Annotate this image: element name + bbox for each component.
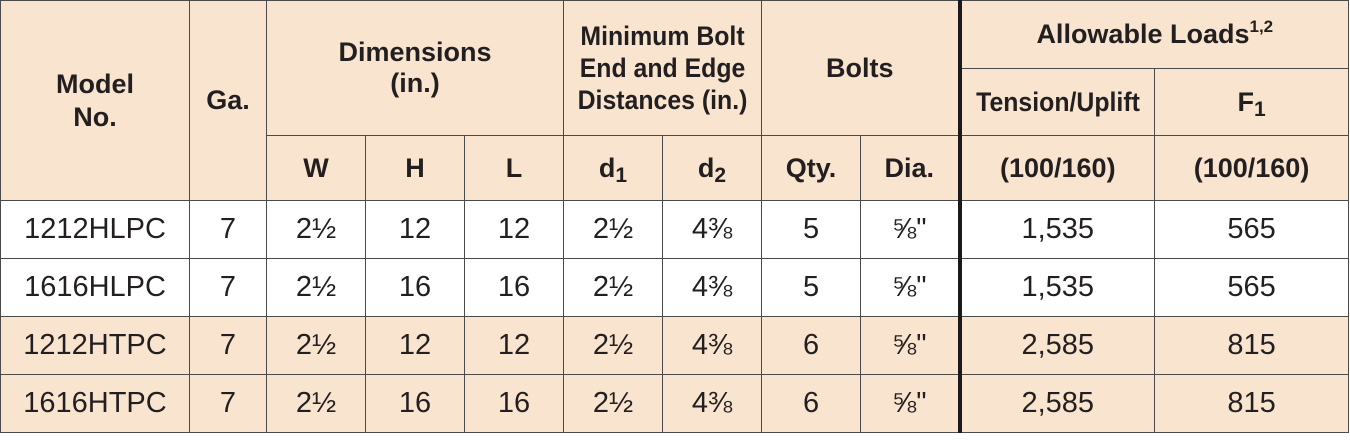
table-row: 1616HLPC 7 2½ 16 16 2½ 4⅜ 5 ⅝" 1,535 565 xyxy=(0,258,1350,317)
header-dimensions: Dimensions (in.) xyxy=(265,0,565,136)
cell-f1: 815 xyxy=(1154,374,1350,433)
cell-d2: 4⅜ xyxy=(662,200,763,259)
table-row: 1616HTPC 7 2½ 16 16 2½ 4⅜ 6 ⅝" 2,585 815 xyxy=(0,374,1350,433)
header-bolts: Bolts xyxy=(761,0,961,136)
header-dimensions-label: Dimensions (in.) xyxy=(338,37,492,98)
cell-qty: 6 xyxy=(761,374,862,433)
cell-w: 2½ xyxy=(266,374,366,433)
header-f1-duration: (100/160) xyxy=(1154,135,1350,201)
cell-l: 16 xyxy=(463,374,565,433)
header-f1-base: F xyxy=(1237,86,1254,117)
header-l: L xyxy=(463,135,565,201)
cell-ga: 7 xyxy=(189,200,267,259)
cell-d2: 4⅜ xyxy=(662,316,763,375)
cell-d1: 2½ xyxy=(563,200,664,259)
cell-f1: 565 xyxy=(1154,258,1350,317)
cell-d1: 2½ xyxy=(563,258,664,317)
header-d2-base: d xyxy=(697,152,715,183)
cell-f1: 815 xyxy=(1154,316,1350,375)
header-min-bolt-label: Minimum Bolt End and Edge Distances (in.… xyxy=(577,21,748,115)
cell-w: 2½ xyxy=(266,258,366,317)
header-allowable-loads: Allowable Loads1,2 xyxy=(957,0,1350,69)
header-qty: Qty. xyxy=(761,135,862,201)
cell-h: 16 xyxy=(365,258,465,317)
cell-h: 12 xyxy=(365,316,465,375)
header-dia: Dia. xyxy=(860,135,961,201)
cell-ga: 7 xyxy=(189,258,267,317)
table-row: 1212HTPC 7 2½ 12 12 2½ 4⅜ 6 ⅝" 2,585 815 xyxy=(0,316,1350,375)
cell-model: 1212HLPC xyxy=(0,200,190,259)
cell-d2: 4⅜ xyxy=(662,374,763,433)
cell-h: 16 xyxy=(365,374,465,433)
header-tension-uplift-label: Tension/Uplift xyxy=(975,86,1140,117)
cell-model: 1616HTPC xyxy=(0,374,190,433)
cell-d2: 4⅜ xyxy=(662,258,763,317)
cell-d1: 2½ xyxy=(563,316,664,375)
allowable-loads-table: Model No. Ga. Dimensions (in.) Minimum B… xyxy=(0,0,1350,433)
cell-h: 12 xyxy=(365,200,465,259)
header-d2-sub: 2 xyxy=(714,163,727,187)
cell-tension: 2,585 xyxy=(957,316,1156,375)
cell-tension: 1,535 xyxy=(957,258,1156,317)
header-model-no: Model No. xyxy=(0,0,190,201)
cell-model: 1616HLPC xyxy=(0,258,190,317)
table-row: 1212HLPC 7 2½ 12 12 2½ 4⅜ 5 ⅝" 1,535 565 xyxy=(0,200,1350,259)
header-f1: F1 xyxy=(1154,68,1350,136)
cell-ga: 7 xyxy=(189,374,267,433)
header-d1: d1 xyxy=(563,135,664,201)
cell-l: 16 xyxy=(463,258,565,317)
header-allowable-loads-footnote: 1,2 xyxy=(1249,17,1274,36)
header-tension-duration: (100/160) xyxy=(957,135,1156,201)
header-allowable-loads-label: Allowable Loads xyxy=(1036,19,1250,49)
header-f1-sub: 1 xyxy=(1253,97,1266,121)
cell-dia: ⅝" xyxy=(860,200,961,259)
header-h: H xyxy=(365,135,465,201)
header-d1-sub: 1 xyxy=(615,163,628,187)
header-min-bolt-distances: Minimum Bolt End and Edge Distances (in.… xyxy=(563,0,763,136)
cell-w: 2½ xyxy=(266,200,366,259)
cell-dia: ⅝" xyxy=(860,258,961,317)
cell-tension: 1,535 xyxy=(957,200,1156,259)
cell-dia: ⅝" xyxy=(860,316,961,375)
cell-ga: 7 xyxy=(189,316,267,375)
header-w: W xyxy=(266,135,366,201)
cell-qty: 6 xyxy=(761,316,862,375)
cell-qty: 5 xyxy=(761,200,862,259)
header-d1-base: d xyxy=(598,152,616,183)
cell-f1: 565 xyxy=(1154,200,1350,259)
cell-w: 2½ xyxy=(266,316,366,375)
cell-dia: ⅝" xyxy=(860,374,961,433)
cell-l: 12 xyxy=(463,200,565,259)
header-tension-uplift: Tension/Uplift xyxy=(957,68,1156,136)
cell-model: 1212HTPC xyxy=(0,316,190,375)
cell-l: 12 xyxy=(463,316,565,375)
cell-tension: 2,585 xyxy=(957,374,1156,433)
cell-d1: 2½ xyxy=(563,374,664,433)
header-gauge: Ga. xyxy=(189,0,267,201)
header-d2: d2 xyxy=(662,135,763,201)
cell-qty: 5 xyxy=(761,258,862,317)
